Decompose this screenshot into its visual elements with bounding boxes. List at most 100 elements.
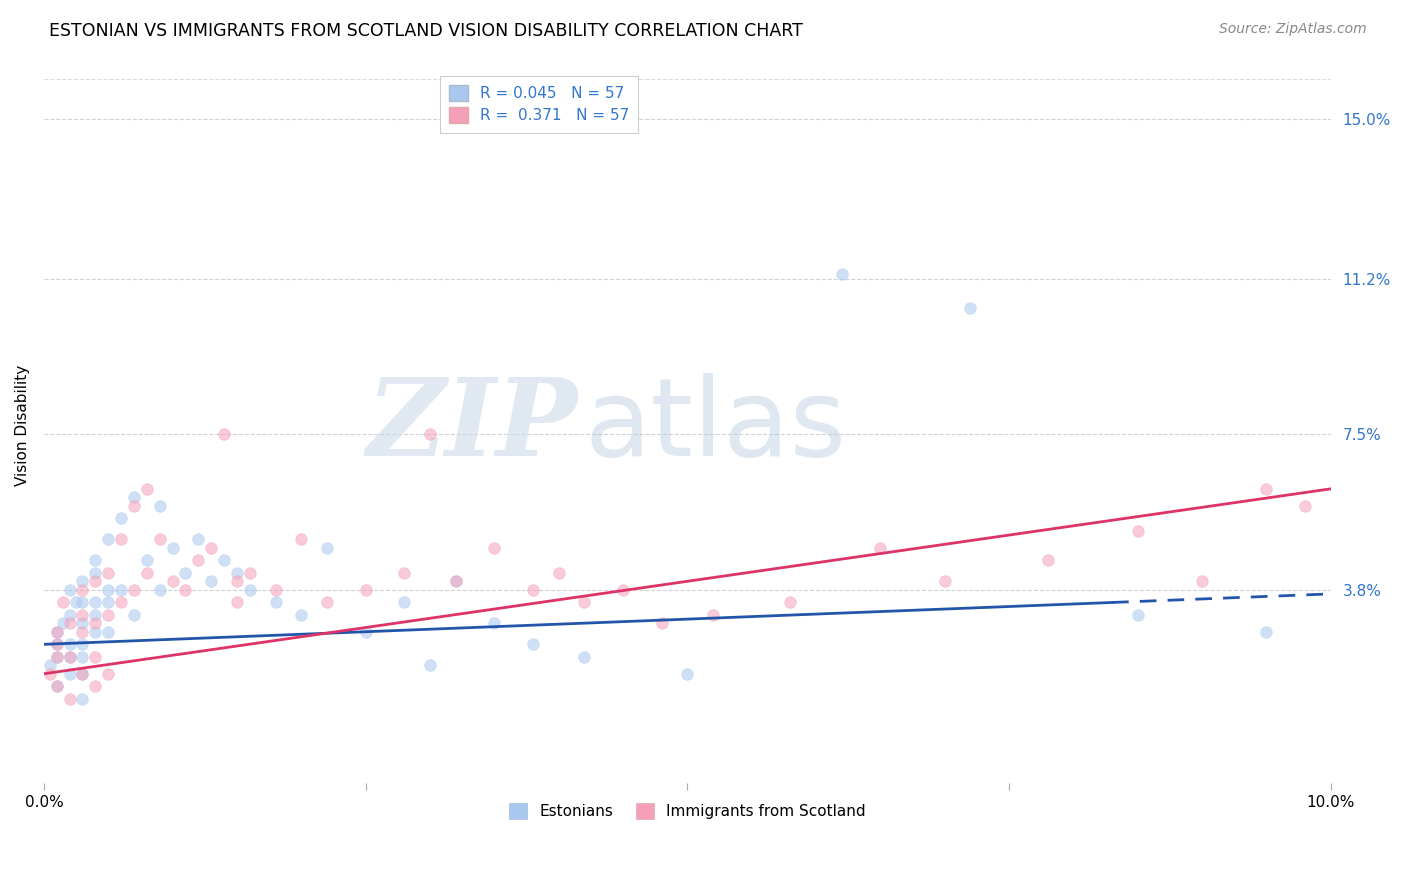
Point: [869, 541, 891, 555]
Point: [59, 582, 82, 597]
Point: [174, 582, 197, 597]
Point: [187, 533, 209, 547]
Y-axis label: Vision Disability: Vision Disability: [15, 365, 30, 486]
Point: [84, 607, 107, 622]
Point: [45, 624, 67, 639]
Point: [290, 533, 312, 547]
Point: [612, 582, 634, 597]
Point: [676, 666, 699, 681]
Point: [135, 482, 157, 496]
Point: [394, 595, 416, 609]
Point: [354, 582, 377, 597]
Point: [72, 607, 94, 622]
Point: [444, 574, 467, 589]
Point: [239, 566, 262, 580]
Point: [84, 566, 107, 580]
Point: [84, 616, 107, 631]
Point: [65, 595, 87, 609]
Legend: Estonians, Immigrants from Scotland: Estonians, Immigrants from Scotland: [502, 797, 872, 825]
Point: [212, 553, 235, 567]
Point: [59, 692, 82, 706]
Point: [45, 679, 67, 693]
Point: [1126, 607, 1149, 622]
Point: [484, 541, 506, 555]
Point: [97, 595, 120, 609]
Point: [239, 582, 262, 597]
Point: [72, 574, 94, 589]
Text: ESTONIAN VS IMMIGRANTS FROM SCOTLAND VISION DISABILITY CORRELATION CHART: ESTONIAN VS IMMIGRANTS FROM SCOTLAND VIS…: [49, 22, 803, 40]
Point: [135, 553, 157, 567]
Point: [547, 566, 569, 580]
Point: [187, 553, 209, 567]
Point: [45, 649, 67, 664]
Point: [97, 666, 120, 681]
Point: [934, 574, 956, 589]
Point: [72, 624, 94, 639]
Point: [97, 607, 120, 622]
Point: [149, 499, 172, 513]
Point: [84, 624, 107, 639]
Point: [226, 566, 249, 580]
Point: [72, 595, 94, 609]
Point: [162, 541, 184, 555]
Point: [419, 658, 441, 673]
Point: [264, 595, 287, 609]
Point: [444, 574, 467, 589]
Point: [72, 692, 94, 706]
Point: [59, 637, 82, 651]
Point: [1126, 524, 1149, 538]
Point: [574, 649, 596, 664]
Point: [316, 541, 339, 555]
Point: [1036, 553, 1059, 567]
Point: [1191, 574, 1213, 589]
Point: [84, 574, 107, 589]
Point: [212, 427, 235, 442]
Point: [226, 595, 249, 609]
Point: [72, 637, 94, 651]
Point: [162, 574, 184, 589]
Point: [97, 566, 120, 580]
Point: [59, 649, 82, 664]
Point: [45, 637, 67, 651]
Point: [84, 595, 107, 609]
Point: [522, 582, 544, 597]
Point: [149, 533, 172, 547]
Point: [39, 666, 62, 681]
Point: [72, 649, 94, 664]
Point: [959, 301, 981, 315]
Text: ZIP: ZIP: [367, 373, 578, 479]
Point: [110, 582, 132, 597]
Point: [419, 427, 441, 442]
Point: [52, 616, 75, 631]
Point: [779, 595, 801, 609]
Point: [72, 616, 94, 631]
Point: [84, 649, 107, 664]
Point: [122, 582, 145, 597]
Point: [45, 637, 67, 651]
Point: [59, 666, 82, 681]
Text: Source: ZipAtlas.com: Source: ZipAtlas.com: [1219, 22, 1367, 37]
Point: [1256, 624, 1278, 639]
Point: [45, 679, 67, 693]
Point: [122, 607, 145, 622]
Point: [174, 566, 197, 580]
Point: [39, 658, 62, 673]
Point: [122, 490, 145, 504]
Point: [110, 511, 132, 525]
Point: [354, 624, 377, 639]
Point: [84, 679, 107, 693]
Point: [831, 268, 853, 282]
Point: [264, 582, 287, 597]
Point: [97, 533, 120, 547]
Point: [290, 607, 312, 622]
Point: [135, 566, 157, 580]
Point: [149, 582, 172, 597]
Point: [122, 499, 145, 513]
Point: [394, 566, 416, 580]
Point: [1294, 499, 1316, 513]
Point: [200, 541, 222, 555]
Point: [72, 666, 94, 681]
Point: [484, 616, 506, 631]
Point: [84, 553, 107, 567]
Point: [59, 649, 82, 664]
